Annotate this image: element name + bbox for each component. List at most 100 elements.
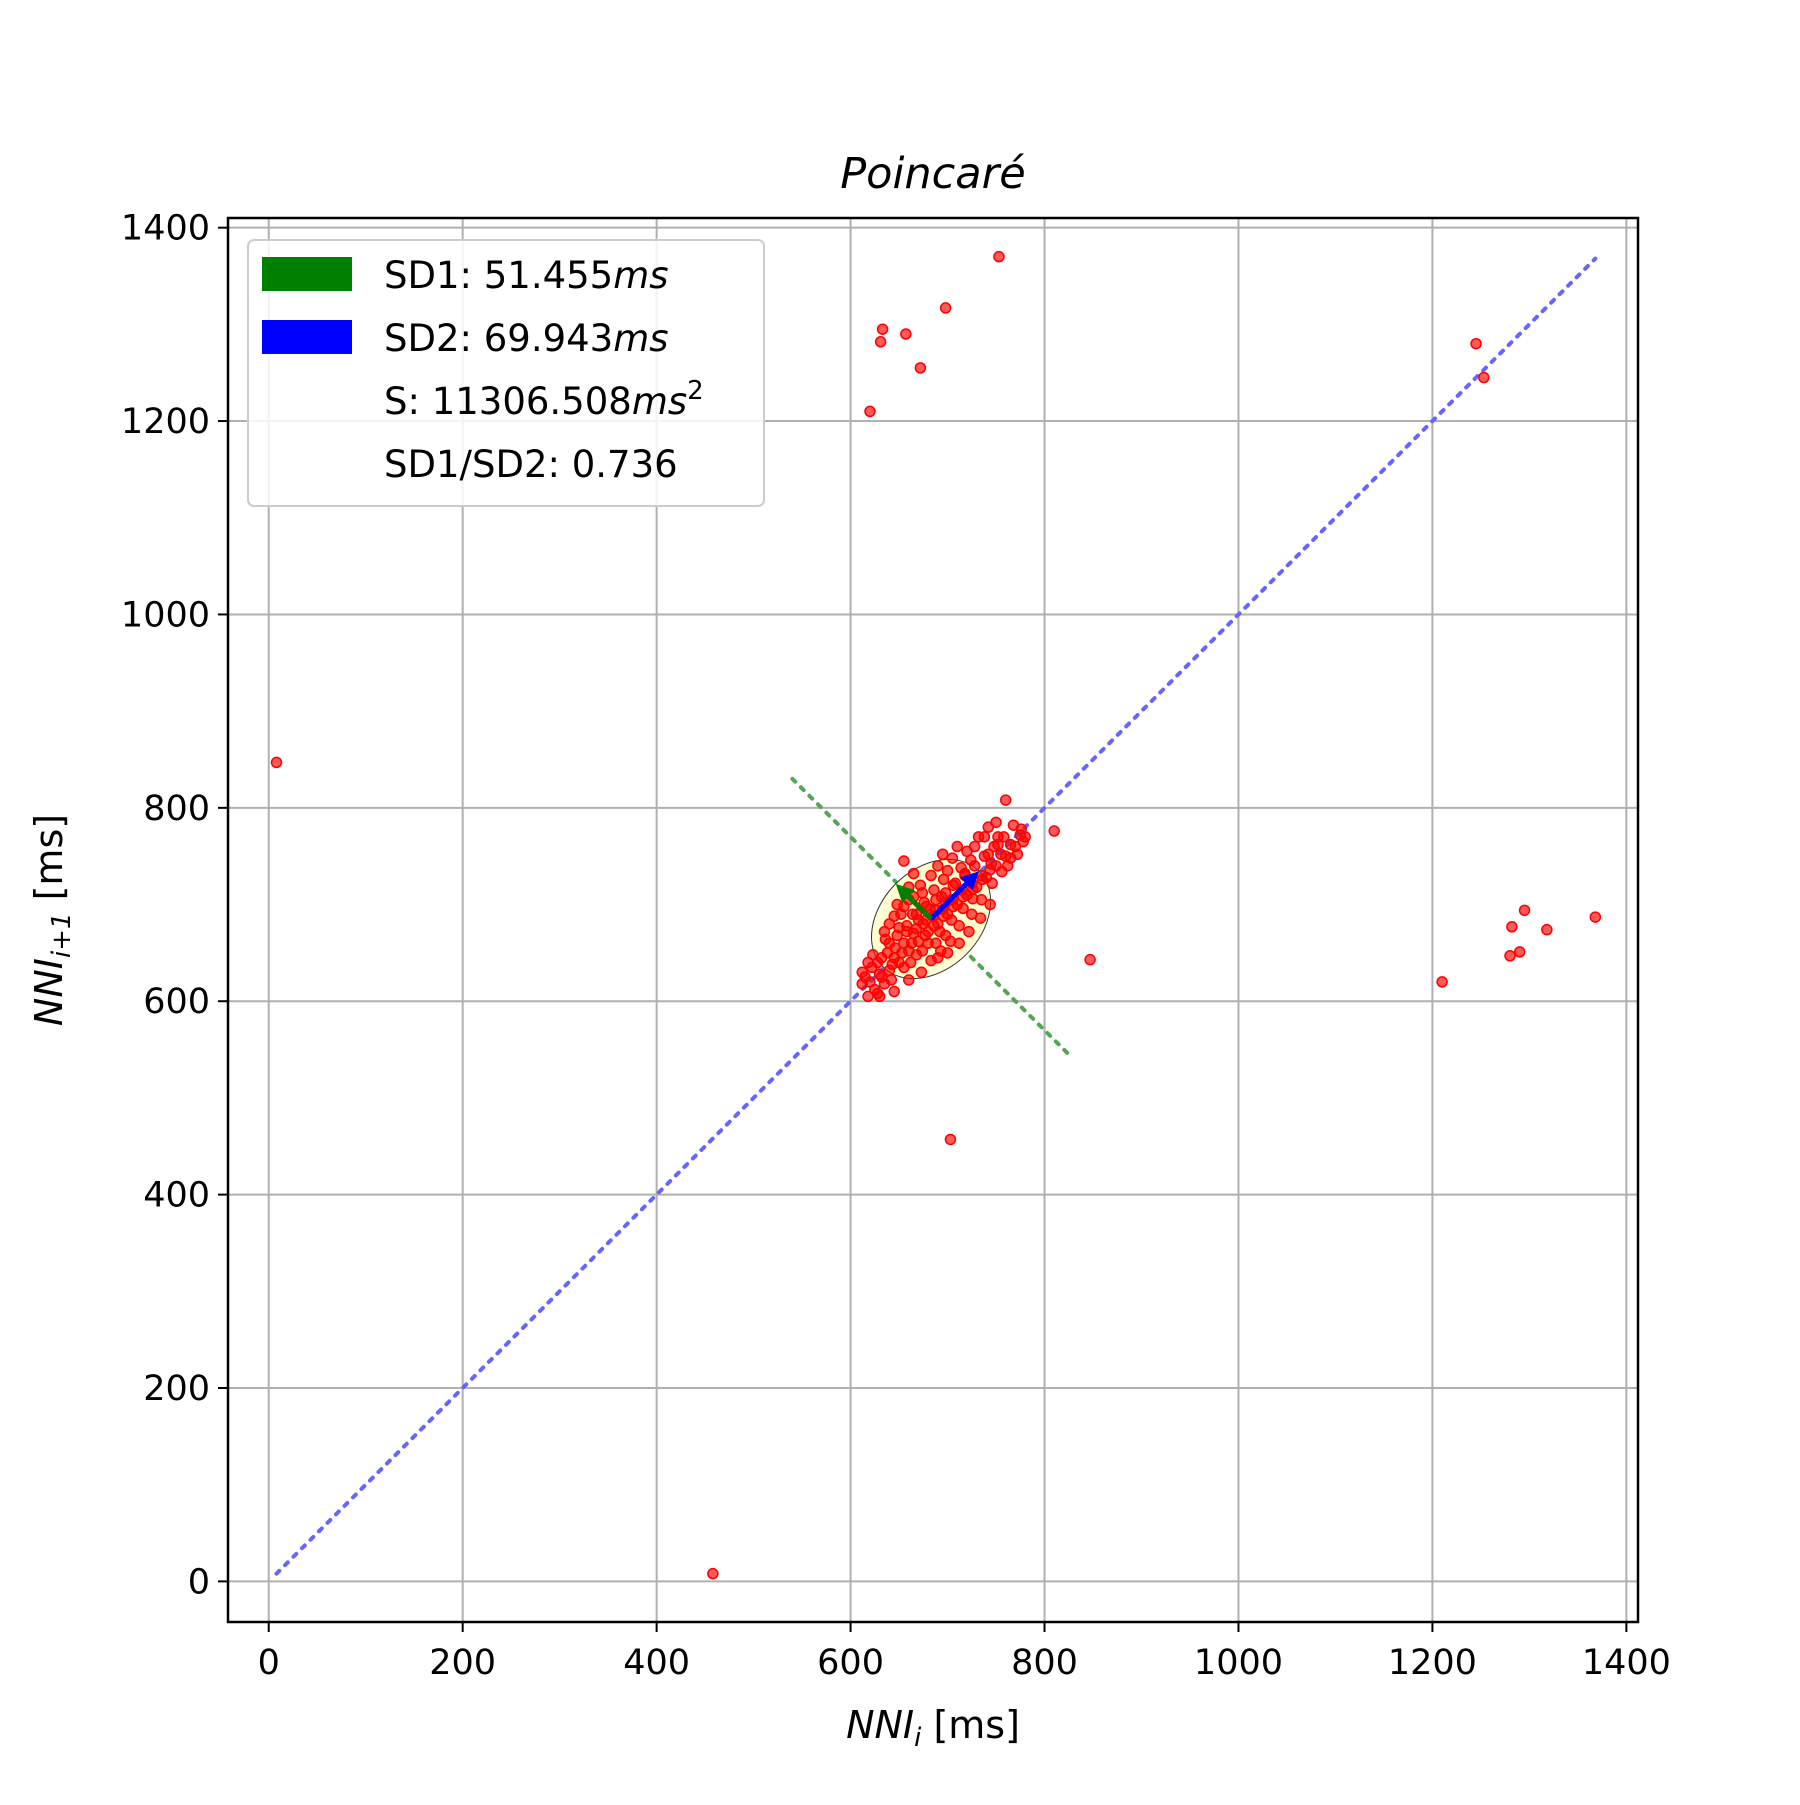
scatter-points [270, 250, 1602, 1580]
cluster-point-129 [862, 956, 874, 969]
cluster-point-130 [878, 925, 891, 938]
cluster-point-118 [966, 908, 978, 920]
legend-label-s: S: 11306.508ms2 [384, 376, 704, 423]
cluster-point-142 [937, 910, 950, 922]
cluster-point-148 [910, 922, 923, 935]
outlier-point-159 [1470, 337, 1482, 350]
cluster-point-131 [888, 910, 900, 922]
x-tick-label-4: 800 [1011, 1643, 1078, 1683]
cluster-point-111 [898, 855, 910, 867]
cluster-point-105 [936, 848, 949, 860]
cluster-point-92 [928, 884, 940, 896]
cluster-point-93 [937, 873, 950, 886]
legend-swatch-sd2 [262, 320, 352, 354]
y-tick-label-1: 200 [143, 1369, 210, 1409]
cluster-point-99 [1011, 848, 1024, 860]
y-axis-title: NNIi+1 [ms] [27, 814, 77, 1026]
cluster-point-120 [873, 990, 886, 1003]
outlier-point-169 [1504, 950, 1516, 962]
legend-label-sd2: SD2: 69.943ms [384, 317, 669, 360]
cluster-point-132 [898, 900, 910, 913]
y-tick-label-6: 1200 [121, 402, 210, 442]
cluster-point-68 [856, 978, 868, 990]
outlier-point-157 [914, 362, 927, 374]
cluster-point-124 [925, 954, 937, 967]
y-tick-label-4: 800 [143, 789, 210, 829]
sd-arrows [895, 871, 980, 921]
outlier-point-161 [270, 756, 283, 769]
cluster-point-119 [975, 893, 988, 906]
legend-label-ratio: SD1/SD2: 0.736 [384, 443, 678, 486]
cluster-point-90 [906, 908, 919, 920]
legend-label-sd1: SD1: 51.455ms [384, 254, 669, 297]
cluster-point-102 [965, 854, 977, 866]
cluster-point-79 [904, 956, 917, 969]
cluster-point-86 [947, 879, 960, 891]
cluster-point-122 [903, 974, 915, 986]
plot-frame [226, 216, 1640, 1624]
outlier-point-166 [1506, 921, 1518, 933]
outlier-point-173 [1048, 825, 1060, 837]
x-tick-label-7: 1400 [1582, 1643, 1671, 1683]
outlier-point-171 [1589, 911, 1602, 923]
x-tick-label-6: 1200 [1388, 1643, 1477, 1683]
outlier-point-152 [993, 250, 1005, 263]
x-tick-label-5: 1000 [1194, 1643, 1283, 1683]
cluster-point-128 [856, 966, 868, 978]
cluster-point-63 [953, 920, 965, 932]
cluster-point-109 [925, 869, 937, 882]
cluster-point-126 [944, 935, 957, 948]
cluster-point-108 [990, 816, 1002, 829]
cluster-point-139 [905, 937, 918, 949]
cluster-point-146 [976, 873, 989, 886]
cluster-point-80 [916, 945, 929, 957]
chart-title: Poincaré [840, 149, 1026, 199]
cluster-point-121 [888, 985, 900, 998]
cluster-point-69 [862, 990, 874, 1003]
cluster-point-147 [984, 863, 996, 876]
cluster-point-56 [932, 860, 944, 872]
legend-box [247, 239, 765, 507]
cluster-point-89 [893, 921, 905, 934]
x-tick-label-1: 200 [429, 1643, 496, 1683]
cluster-point-71 [885, 974, 898, 986]
y-tick-label-2: 400 [143, 1176, 210, 1216]
cluster-point-144 [957, 891, 969, 903]
cluster-point-117 [984, 898, 996, 911]
y-axis-ticks: 0 200 400 600 800 1000 1200 1400 [121, 209, 228, 1602]
sd2-arrow [929, 871, 980, 921]
legend-swatch-sd1 [262, 257, 352, 291]
outlier-point-163 [944, 1133, 957, 1146]
cluster-point-101 [1015, 823, 1027, 835]
cluster-point-134 [982, 848, 995, 860]
outlier-point-170 [1513, 946, 1526, 958]
cluster-point-106 [968, 840, 981, 853]
cluster-point-103 [955, 862, 967, 874]
cluster-point-135 [992, 838, 1004, 851]
cluster-point-140 [919, 929, 931, 942]
outlier-point-154 [876, 323, 889, 335]
outlier-point-160 [1478, 371, 1490, 384]
cluster-point-115 [963, 925, 975, 938]
outlier-point-162 [707, 1567, 719, 1580]
cluster-point-98 [1001, 860, 1014, 872]
x-axis-ticks: 0 200 400 600 800 1000 1200 1400 [258, 1622, 1671, 1683]
legend: SD1: 51.455ms SD2: 69.943ms S: 11306.508… [247, 239, 765, 507]
outlier-point-168 [1541, 923, 1553, 936]
outlier-point-155 [874, 336, 887, 348]
cluster-point-141 [928, 920, 940, 932]
outlier-point-165 [1436, 976, 1448, 988]
sd1-arrow [895, 883, 933, 921]
cluster-point-59 [951, 840, 963, 853]
cluster-point-104 [946, 852, 959, 864]
cluster-point-138 [896, 947, 908, 959]
cluster-point-110 [907, 867, 920, 880]
cluster-point-107 [978, 831, 991, 843]
outlier-point-172 [999, 794, 1012, 806]
y-tick-label-7: 1400 [121, 209, 210, 249]
x-axis-title: NNIi [ms] [846, 1703, 1020, 1753]
identity-line [274, 256, 1598, 1576]
cluster-point-96 [986, 877, 998, 890]
x-tick-label-3: 600 [817, 1643, 884, 1683]
